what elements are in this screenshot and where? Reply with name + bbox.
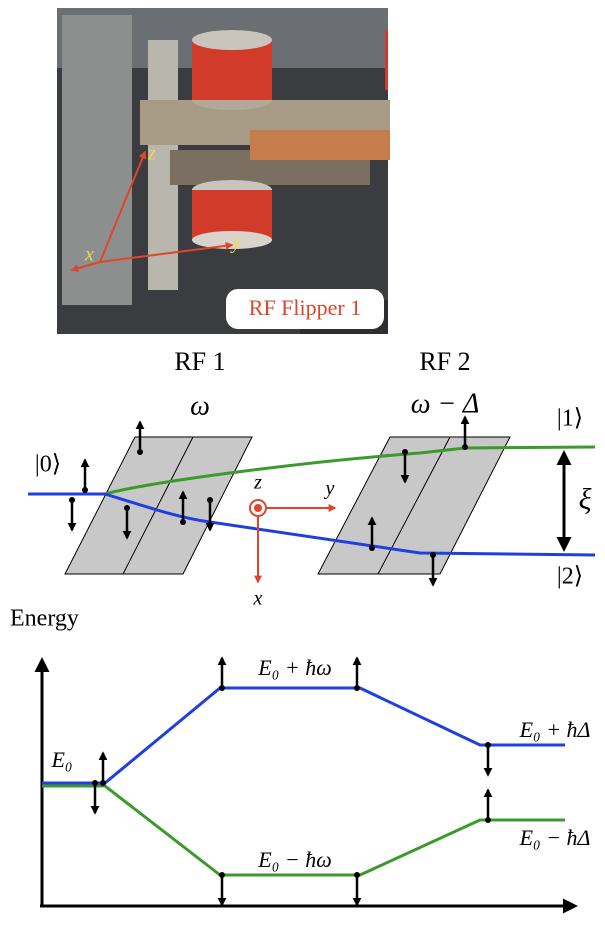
spin-dot — [207, 497, 213, 503]
page: {"photo": {"label": "RF Flipper 1", "axe… — [0, 0, 605, 926]
spin-dot — [485, 742, 491, 748]
spin-dot — [402, 449, 408, 455]
spin-dot — [430, 552, 436, 558]
lab-axes — [255, 505, 261, 511]
spin-dot — [354, 685, 360, 691]
axis-label: y — [230, 232, 241, 254]
frequency: ω — [190, 390, 210, 421]
spin-dot — [69, 497, 75, 503]
axis-label: z — [147, 143, 156, 165]
spin-dot — [219, 685, 225, 691]
flipper-name: RF 1 — [174, 347, 225, 376]
spin-dot — [82, 487, 88, 493]
flipper-name: RF 2 — [419, 347, 470, 376]
axis-label: x — [84, 244, 94, 266]
axis-title: Energy — [10, 606, 79, 632]
level-label: E₀ + ħΔ — [519, 717, 591, 742]
frequency: ω − Δ — [411, 388, 480, 419]
state-label: |2⟩ — [557, 564, 583, 590]
spin-dot — [219, 872, 225, 878]
photo — [57, 8, 390, 334]
axis-label: y — [324, 478, 335, 500]
energy-level — [42, 688, 565, 783]
photo — [385, 130, 388, 160]
axis-label: x — [253, 588, 263, 610]
photo-label: RF Flipper 1 — [249, 295, 361, 320]
state-label: |1⟩ — [557, 406, 583, 432]
spin-dot — [92, 780, 98, 786]
spin-dot — [100, 780, 106, 786]
level-label: E₀ + ħω — [257, 655, 331, 680]
level-label: E₀ − ħΔ — [519, 825, 591, 850]
separation-label: ξ — [579, 483, 592, 516]
photo — [62, 15, 132, 305]
axis-label: z — [253, 472, 262, 494]
spin-dot — [137, 449, 143, 455]
level-label: E₀ − ħω — [257, 847, 331, 872]
spin-dot — [124, 505, 130, 511]
spin-dot — [369, 545, 375, 551]
spin-dot — [180, 519, 186, 525]
spin-dot — [462, 444, 468, 450]
photo — [192, 30, 272, 50]
level-label: E₀ — [50, 747, 72, 772]
figure: z y x RF Flipper 1 RF 1 RF 2 ω ω − Δ |0⟩… — [0, 0, 605, 926]
photo — [385, 30, 388, 90]
spin-dot — [485, 817, 491, 823]
state-label: |0⟩ — [35, 452, 61, 478]
photo — [250, 130, 390, 160]
spin-dot — [354, 872, 360, 878]
